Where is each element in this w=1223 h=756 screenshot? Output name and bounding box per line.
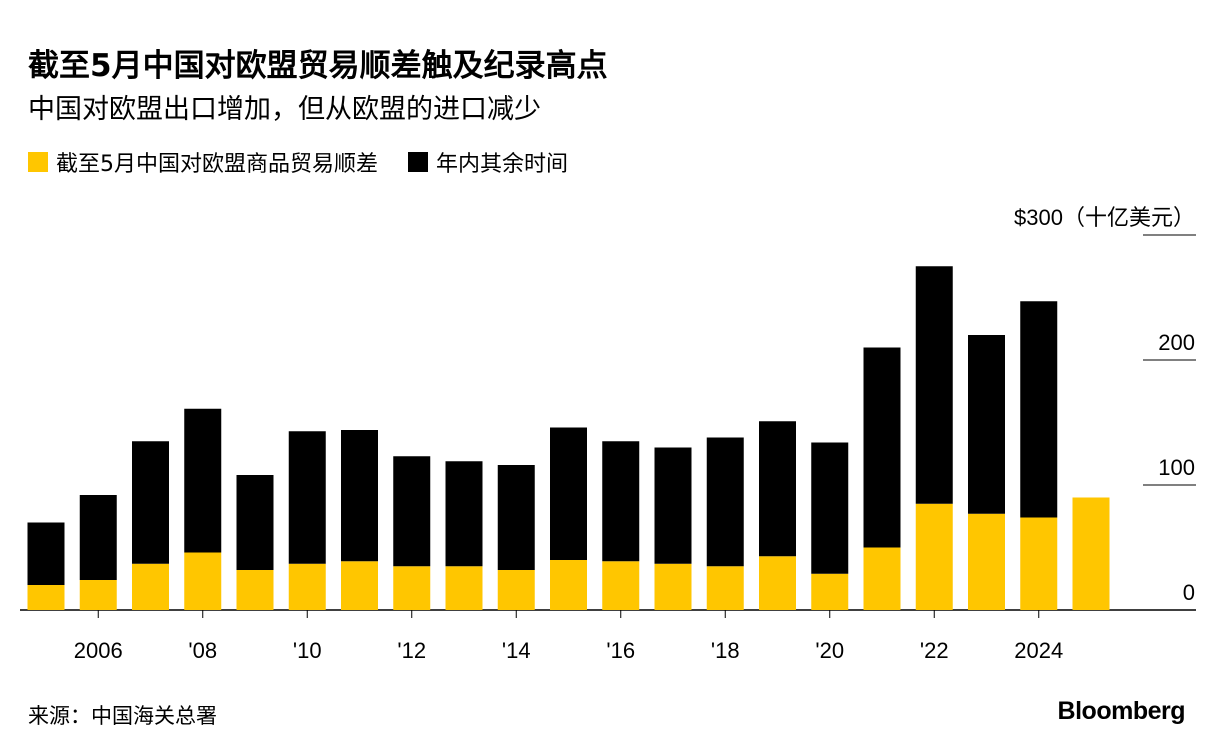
legend: 截至5月中国对欧盟商品贸易顺差 年内其余时间 <box>28 146 598 178</box>
bar-ytd-2017 <box>654 563 692 610</box>
bar-ytd-2006 <box>79 580 117 610</box>
x-tick-label-2006: 2006 <box>74 638 123 663</box>
bar-rest-2022 <box>915 266 953 504</box>
bar-ytd-2024 <box>1020 517 1058 610</box>
x-tick-label-2010: '10 <box>293 638 322 663</box>
bar-rest-2021 <box>863 347 901 548</box>
legend-label-rest: 年内其余时间 <box>436 152 569 177</box>
x-tick-label-2022: '22 <box>920 638 949 663</box>
bar-ytd-2012 <box>393 566 431 610</box>
bar-rest-2009 <box>236 475 274 570</box>
bar-rest-2024 <box>1020 301 1058 518</box>
bar-ytd-2016 <box>602 561 640 610</box>
bar-rest-2023 <box>968 335 1005 514</box>
y-tick-label-0: 0 <box>1183 580 1195 605</box>
y-tick-label-200: 200 <box>1158 330 1195 355</box>
bar-rest-2018 <box>706 437 744 567</box>
bar-ytd-2009 <box>236 570 274 610</box>
x-tick-label-2020: '20 <box>815 638 844 663</box>
bar-ytd-2025 <box>1072 497 1110 610</box>
bar-ytd-2022 <box>915 503 953 610</box>
bar-rest-2011 <box>341 430 378 562</box>
legend-item-ytd: 截至5月中国对欧盟商品贸易顺差 <box>28 146 378 178</box>
x-tick-label-2018: '18 <box>711 638 740 663</box>
bar-rest-2012 <box>393 456 431 567</box>
x-tick-label-2008: '08 <box>188 638 217 663</box>
legend-label-ytd: 截至5月中国对欧盟商品贸易顺差 <box>56 152 378 177</box>
bar-rest-2013 <box>445 461 483 567</box>
bar-ytd-2008 <box>184 552 222 610</box>
bar-ytd-2005 <box>27 585 65 610</box>
bar-rest-2016 <box>602 441 640 562</box>
bar-rest-2015 <box>550 427 587 560</box>
legend-swatch-ytd <box>28 152 48 172</box>
bar-ytd-2014 <box>497 570 535 610</box>
legend-item-rest: 年内其余时间 <box>408 146 568 178</box>
chart-subtitle: 中国对欧盟出口增加，但从欧盟的进口减少 <box>28 94 541 125</box>
source-note: 来源：中国海关总署 <box>28 704 217 728</box>
bar-ytd-2007 <box>132 563 169 610</box>
x-tick-label-2014: '14 <box>502 638 531 663</box>
bar-ytd-2013 <box>445 566 483 610</box>
x-tick-label-2012: '12 <box>397 638 426 663</box>
bar-ytd-2015 <box>550 560 587 610</box>
bar-rest-2007 <box>132 441 169 564</box>
bar-ytd-2021 <box>863 547 901 610</box>
legend-swatch-rest <box>408 152 428 172</box>
y-tick-label-100: 100 <box>1158 455 1195 480</box>
bar-rest-2020 <box>811 442 849 574</box>
bar-ytd-2020 <box>811 573 849 610</box>
x-tick-label-2016: '16 <box>606 638 635 663</box>
bar-rest-2010 <box>288 431 326 564</box>
bar-rest-2017 <box>654 447 692 564</box>
bar-ytd-2018 <box>706 566 744 610</box>
bar-ytd-2023 <box>968 513 1005 610</box>
bar-rest-2006 <box>79 495 117 580</box>
x-tick-label-2024: 2024 <box>1014 638 1063 663</box>
bloomberg-logo: Bloomberg <box>1057 697 1186 725</box>
bar-rest-2008 <box>184 408 222 553</box>
bar-rest-2019 <box>759 421 796 557</box>
bar-ytd-2011 <box>341 561 378 610</box>
bar-ytd-2010 <box>288 563 326 610</box>
bar-rest-2005 <box>27 522 65 585</box>
y-tick-label-300: $300（十亿美元） <box>1014 205 1195 230</box>
bar-rest-2014 <box>497 465 535 570</box>
chart-title: 截至5月中国对欧盟贸易顺差触及纪录高点 <box>28 48 608 84</box>
bar-ytd-2019 <box>759 556 796 610</box>
